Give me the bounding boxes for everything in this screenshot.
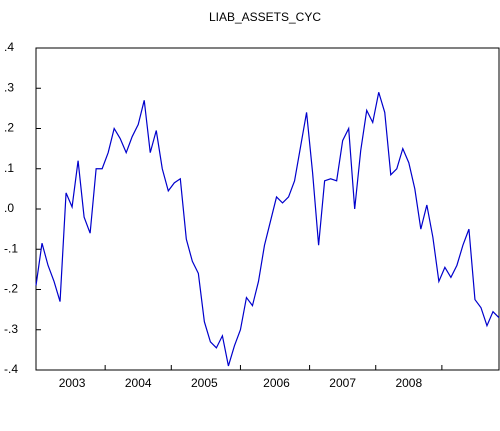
x-tick-label: 2006 xyxy=(263,376,290,390)
y-tick-label: .3 xyxy=(4,80,14,94)
y-tick-label: .0 xyxy=(4,201,14,215)
x-tick-label: 2004 xyxy=(125,376,152,390)
y-tick-label: -.1 xyxy=(4,241,18,255)
y-tick-label: -.2 xyxy=(4,282,18,296)
x-tick-label: 2003 xyxy=(59,376,86,390)
x-tick-label: 2005 xyxy=(191,376,218,390)
y-tick-label: .1 xyxy=(4,161,14,175)
y-tick-label: .2 xyxy=(4,121,14,135)
x-tick-label: 2008 xyxy=(395,376,422,390)
y-tick-label: .4 xyxy=(4,40,14,54)
x-tick-label: 2007 xyxy=(329,376,356,390)
plot-frame xyxy=(35,47,500,371)
data-line xyxy=(35,92,500,367)
y-tick-label: -.3 xyxy=(4,322,18,336)
chart-title: LIAB_ASSETS_CYC xyxy=(209,10,321,24)
y-tick-label: -.4 xyxy=(4,362,18,376)
